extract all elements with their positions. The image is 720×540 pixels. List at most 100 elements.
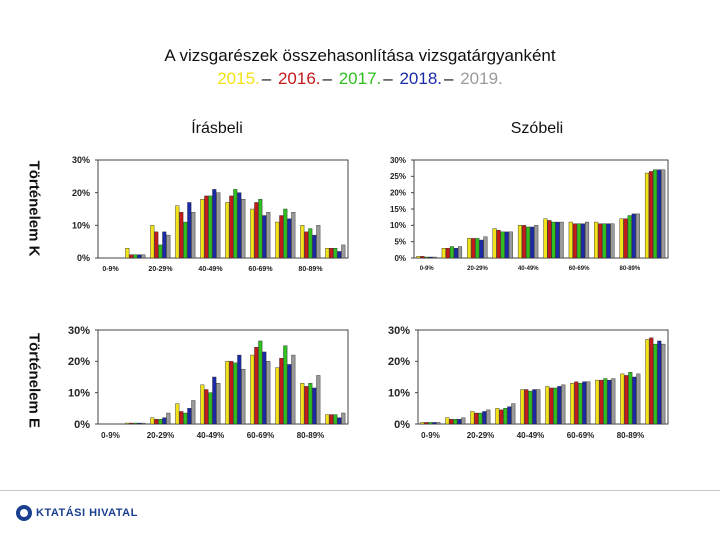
bar-2017-10-19% — [133, 422, 138, 425]
bar-2016-30-39% — [496, 230, 501, 259]
bar-2018-0-9% — [432, 422, 437, 425]
bar-2017-40-49% — [526, 226, 531, 259]
bar-2017-80-89% — [627, 215, 632, 259]
bar-2016-30-39% — [179, 411, 184, 425]
bar-2018-70-79% — [606, 223, 611, 259]
bar-2018-60-69% — [580, 223, 585, 259]
bar-2019-20-29% — [486, 409, 491, 425]
bar-2017-70-79% — [283, 345, 288, 425]
year-2015: 2015. — [217, 69, 260, 88]
bar-2019-50-59% — [559, 221, 564, 259]
bar-2017-20-29% — [158, 419, 163, 425]
x-tick-label: 0-9% — [101, 431, 120, 440]
bar-2016-0-9% — [424, 422, 429, 425]
bar-2016-20-29% — [474, 412, 479, 425]
bar-2017-80-89% — [308, 228, 313, 259]
x-tick-label: 0-9% — [421, 431, 440, 440]
bar-2015-70-79% — [595, 379, 600, 425]
bar-2019-0-9% — [432, 256, 437, 259]
bar-2018-90-100% — [337, 251, 342, 259]
y-tick-label: 10% — [72, 220, 90, 230]
bar-2015-60-69% — [250, 208, 255, 259]
bar-2015-50-59% — [225, 361, 230, 425]
bar-2019-80-89% — [316, 225, 321, 259]
bar-2016-10-19% — [445, 247, 450, 259]
bar-2016-40-49% — [522, 225, 527, 259]
bar-2016-60-69% — [254, 202, 259, 259]
bar-2018-50-59% — [555, 221, 560, 259]
bar-2019-60-69% — [266, 361, 271, 425]
footer-divider — [0, 490, 720, 491]
bar-2016-30-39% — [499, 409, 504, 425]
bar-2015-50-59% — [225, 202, 230, 259]
bar-2015-40-49% — [200, 199, 205, 259]
bar-2015-10-19% — [125, 422, 130, 425]
y-tick-label: 0% — [74, 419, 90, 431]
bar-2016-30-39% — [179, 212, 184, 259]
bar-2017-80-89% — [308, 383, 313, 425]
bar-2016-20-29% — [154, 419, 159, 425]
year-2018: 2018. — [399, 69, 443, 88]
bar-2016-70-79% — [279, 215, 284, 259]
chart-tortenelem-k-irasbeli: 0% 10% 20% 30% 0-9% 20-29% 40-49% 60-69% 80-89% — [72, 155, 349, 273]
bar-2017-60-69% — [258, 340, 263, 425]
bar-2017-20-29% — [475, 238, 480, 259]
bar-2018-80-89% — [312, 234, 317, 259]
bar-2019-70-79% — [611, 378, 616, 425]
bar-2016-40-49% — [204, 389, 209, 425]
x-tick-label: 20-29% — [467, 431, 495, 440]
year-separator: – — [383, 69, 393, 88]
x-tick-label: 60-69% — [247, 431, 275, 440]
bar-2016-90-100% — [649, 171, 654, 259]
title-years: 2015. – 2016. – 2017. – 2018. – 2019. — [0, 69, 720, 89]
bar-2019-80-89% — [316, 375, 321, 425]
x-tick-label: 80-89% — [620, 266, 641, 272]
bar-2016-20-29% — [471, 238, 476, 259]
bar-2019-60-69% — [586, 381, 591, 425]
bar-2015-90-100% — [645, 339, 650, 425]
x-tick-label: 20-29% — [147, 431, 175, 440]
bar-2015-60-69% — [568, 221, 573, 259]
bar-2019-60-69% — [584, 221, 590, 259]
year-separator: – — [261, 69, 272, 88]
bar-2015-80-89% — [619, 218, 624, 259]
bar-2018-60-69% — [262, 351, 267, 425]
bar-2018-50-59% — [237, 192, 242, 259]
bar-2019-80-89% — [636, 373, 641, 425]
bar-2018-80-89% — [312, 387, 317, 425]
bar-2018-10-19% — [457, 419, 462, 425]
bar-2017-30-39% — [183, 412, 188, 425]
chart-tortenelem-e-szobeli: 0% 10% 20% 30% 0-9% 20-29% 40-49% 60-69% 80-89% — [388, 325, 669, 440]
bar-2019-50-59% — [241, 199, 246, 259]
year-2017: 2017. — [338, 69, 382, 88]
x-tick-label: 80-89% — [298, 266, 323, 273]
logo: KTATÁSI HIVATAL — [16, 505, 138, 521]
bar-2017-80-89% — [628, 372, 633, 425]
bar-2016-70-79% — [598, 223, 603, 259]
bar-2017-70-79% — [283, 208, 288, 259]
bar-2016-80-89% — [624, 375, 629, 425]
y-tick-label: 20% — [72, 188, 90, 198]
bar-2018-70-79% — [607, 379, 612, 425]
y-tick-label: 5% — [394, 237, 406, 246]
bar-2016-0-9% — [420, 256, 425, 259]
bar-2015-40-49% — [517, 225, 523, 259]
bar-2018-80-89% — [631, 213, 636, 259]
bar-2015-40-49% — [520, 389, 525, 425]
bar-2016-10-19% — [129, 422, 134, 425]
bar-2018-80-89% — [632, 376, 637, 425]
bar-2017-10-19% — [133, 254, 138, 259]
bar-2018-20-29% — [162, 231, 167, 259]
bar-2016-50-59% — [549, 387, 554, 425]
bar-2015-30-39% — [492, 228, 497, 259]
bar-2016-80-89% — [623, 218, 628, 259]
bar-2019-40-49% — [216, 383, 221, 425]
bar-2015-80-89% — [300, 383, 305, 425]
logo-text: KTATÁSI HIVATAL — [36, 507, 138, 519]
bar-2015-20-29% — [150, 417, 155, 425]
bar-2015-40-49% — [200, 384, 205, 425]
column-header-irasbeli: Írásbeli — [191, 120, 243, 137]
bar-2018-60-69% — [262, 215, 267, 259]
bar-2019-20-29% — [166, 234, 171, 259]
bar-2017-70-79% — [603, 378, 608, 425]
